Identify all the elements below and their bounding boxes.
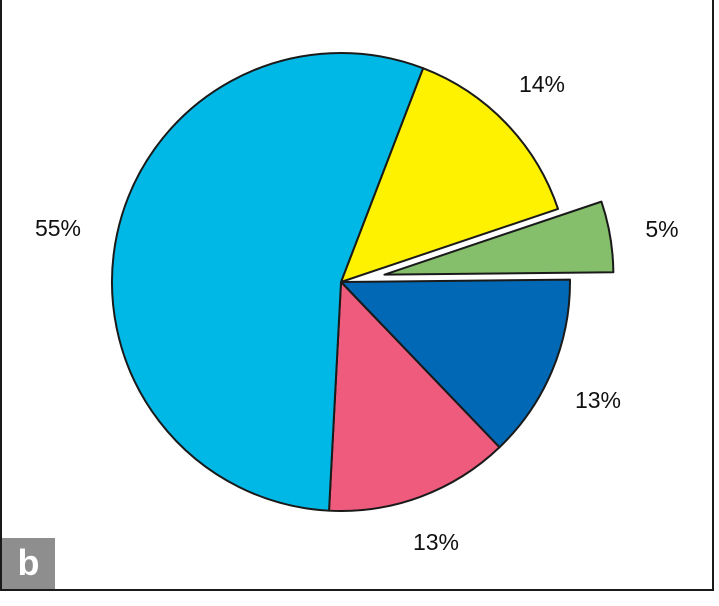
pie-slice (328, 281, 501, 512)
slice-label: 55% (35, 215, 81, 241)
slice-label: 14% (519, 71, 565, 97)
slice-label: 13% (413, 529, 459, 555)
pie-slice (340, 67, 560, 283)
pie-slice (111, 52, 425, 512)
slice-label: 13% (575, 387, 621, 413)
pie-slice (383, 200, 615, 276)
slice-label: 5% (645, 216, 678, 242)
figure-frame (0, 0, 714, 591)
panel-label: b (2, 538, 55, 589)
pie-slice (340, 278, 571, 449)
